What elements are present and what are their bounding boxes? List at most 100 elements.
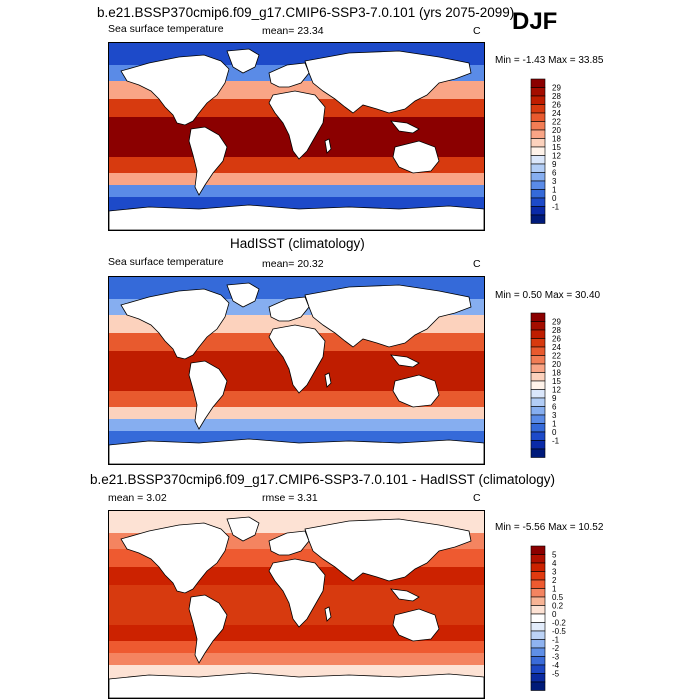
colorbar-swatch	[530, 664, 546, 674]
panel-3-map	[108, 510, 485, 699]
land-asia	[304, 284, 472, 348]
colorbar-tick-label: -1	[552, 636, 560, 645]
colorbar-swatch	[530, 372, 546, 382]
panel-2-mean-label: mean= 20.32	[262, 258, 324, 270]
colorbar-swatch	[530, 639, 546, 649]
colorbar-tick-label: 22	[552, 352, 561, 361]
colorbar-swatch	[530, 121, 546, 131]
colorbar-tick-label: 1	[552, 585, 557, 594]
colorbar-tick-label: -4	[552, 661, 560, 670]
colorbar-swatch	[530, 389, 546, 399]
colorbar-swatch	[530, 579, 546, 589]
ocean-band-southern-ocean	[109, 185, 484, 197]
panel-2-map	[108, 276, 485, 465]
land-asia	[304, 518, 472, 582]
panel-2-colorbar: 29 28 26 24 22 20 18 15 12 9 6 3 1 0 -1	[530, 312, 590, 464]
colorbar-tick-label: -1	[552, 437, 560, 446]
colorbar-tick-label: 3	[552, 411, 557, 420]
colorbar-swatch	[530, 189, 546, 199]
colorbar-swatch	[530, 363, 546, 373]
colorbar-tick-label: -2	[552, 644, 560, 653]
land-greenland	[226, 516, 260, 542]
colorbar-tick-label: 28	[552, 326, 561, 335]
colorbar-tick-label: 0	[552, 428, 557, 437]
panel-3-rmse-label: rmse = 3.31	[262, 492, 318, 504]
colorbar-tick-label: 6	[552, 169, 557, 178]
ocean-band-southern-ocean	[109, 653, 484, 665]
land-australia	[392, 608, 440, 642]
land-europe	[268, 530, 310, 556]
colorbar-swatch	[530, 545, 546, 555]
colorbar-swatch	[530, 414, 546, 424]
land-north-america	[120, 522, 230, 594]
colorbar-tick-label: 0	[552, 194, 557, 203]
colorbar-tick-label: 5	[552, 551, 557, 560]
panel-1-unit-label: C	[473, 25, 481, 37]
land-africa	[268, 324, 326, 394]
colorbar-swatch	[530, 355, 546, 365]
land-maritime	[390, 120, 420, 134]
colorbar-swatch	[530, 321, 546, 331]
colorbar-tick-label: 4	[552, 559, 557, 568]
land-greenland	[226, 48, 260, 74]
colorbar-swatch	[530, 562, 546, 572]
land-antarctica	[109, 204, 484, 230]
land-europe	[268, 296, 310, 322]
colorbar-swatch	[530, 440, 546, 450]
colorbar-swatch	[530, 596, 546, 606]
colorbar-tick-label: 3	[552, 568, 557, 577]
colorbar-tick-label: 0.2	[552, 602, 564, 611]
colorbar-swatch	[530, 206, 546, 216]
panel-1-variable-label: Sea surface temperature	[108, 23, 224, 35]
colorbar-tick-label: 18	[552, 135, 561, 144]
colorbar-tick-label: -1	[552, 203, 560, 212]
colorbar-tick-label: 2	[552, 576, 557, 585]
land-madagascar	[324, 372, 332, 388]
colorbar-swatch	[530, 431, 546, 441]
land-africa	[268, 90, 326, 160]
panel-1-title: b.e21.BSSP370cmip6.f09_g17.CMIP6-SSP3-7.…	[97, 5, 515, 20]
panel-2-title: HadISST (climatology)	[230, 236, 365, 251]
panel-1-map	[108, 42, 485, 231]
land-south-america	[188, 360, 228, 430]
colorbar-swatch	[530, 423, 546, 433]
colorbar-swatch	[530, 163, 546, 173]
ocean-band-south-midlat	[109, 407, 484, 419]
colorbar-tick-label: 15	[552, 143, 561, 152]
panel-3-minmax: Min = -5.56 Max = 10.52	[495, 522, 604, 533]
land-asia	[304, 50, 472, 114]
colorbar-swatch	[530, 214, 546, 224]
colorbar-swatch	[530, 380, 546, 390]
land-madagascar	[324, 606, 332, 622]
panel-2-variable-label: Sea surface temperature	[108, 256, 224, 268]
land-greenland	[226, 282, 260, 308]
colorbar-tick-label: 3	[552, 177, 557, 186]
season-label: DJF	[512, 8, 558, 35]
colorbar-swatch	[530, 630, 546, 640]
panel-3-title: b.e21.BSSP370cmip6.f09_g17.CMIP6-SSP3-7.…	[90, 472, 555, 487]
colorbar-swatch	[530, 329, 546, 339]
colorbar-swatch	[530, 588, 546, 598]
panel-2-unit-label: C	[473, 258, 481, 270]
colorbar-swatch	[530, 180, 546, 190]
panel-1-map-svg	[109, 43, 484, 230]
colorbar-swatch	[530, 622, 546, 632]
colorbar-tick-label: 28	[552, 92, 561, 101]
panel-2-minmax: Min = 0.50 Max = 30.40	[495, 290, 601, 301]
panel-3-unit-label: C	[473, 492, 481, 504]
colorbar-swatch	[530, 95, 546, 105]
colorbar-tick-label: -0.5	[552, 627, 566, 636]
colorbar-tick-label: -0.2	[552, 619, 566, 628]
land-north-america	[120, 54, 230, 126]
panel-3-colorbar: 5 4 3 2 1 0.5 0.2 0 -0.2 -0.5 -1 -2 -3 -4 -5	[530, 545, 590, 697]
land-maritime	[390, 588, 420, 602]
colorbar-tick-label: 24	[552, 343, 561, 352]
colorbar-swatch	[530, 172, 546, 182]
colorbar-tick-label: 26	[552, 101, 561, 110]
colorbar-swatch	[530, 647, 546, 657]
panel-1-colorbar: 29 28 26 24 22 20 18 15 12 9 6 3 1 0 -1	[530, 78, 590, 230]
colorbar-tick-label: 12	[552, 152, 561, 161]
colorbar-swatch	[530, 571, 546, 581]
